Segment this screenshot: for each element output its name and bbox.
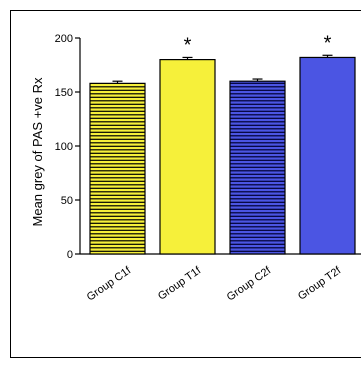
- y-tick-label: 150: [55, 87, 73, 99]
- x-tick-label: Group C1f: [85, 264, 134, 303]
- bar-group-c2f: [229, 80, 286, 255]
- y-tick-label: 200: [55, 33, 73, 45]
- x-tick-label: Group C2f: [225, 264, 274, 303]
- x-tick-label: Group T2f: [296, 264, 344, 303]
- significance-marker: *: [324, 32, 332, 54]
- significance-marker: *: [184, 34, 192, 56]
- bar-group-c1f: [89, 82, 146, 255]
- y-axis-label: Mean grey of PAS +ve Rx: [30, 77, 45, 226]
- bar-group-t2f: [299, 56, 356, 255]
- bar-group-t1f: [159, 58, 216, 255]
- x-tick-label: Group T1f: [156, 264, 204, 303]
- figure-frame: [10, 10, 361, 358]
- y-tick-label: 100: [55, 141, 73, 153]
- y-tick-label: 50: [61, 195, 73, 207]
- y-tick-label: 0: [67, 249, 73, 261]
